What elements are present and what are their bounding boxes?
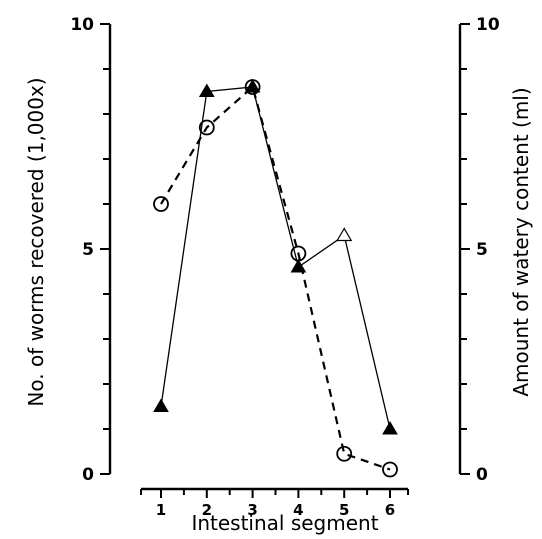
circle-point: [336, 445, 353, 462]
triangle-point: [244, 79, 261, 93]
x-tick-label: 3: [247, 501, 257, 519]
circle-point: [382, 461, 398, 478]
triangle-point: [382, 421, 398, 435]
x-tick-label: 4: [293, 501, 303, 519]
ticks: 0 5 10 0 5 10 1 2 3 4 5 6: [70, 15, 500, 519]
x-tick-label: 2: [202, 501, 212, 519]
x-axis-label: Intestinal segment: [191, 511, 378, 535]
circle-point: [153, 196, 169, 212]
circle-point: [290, 245, 307, 262]
triangle-point: [153, 398, 169, 412]
x-tick-label: 6: [385, 501, 395, 519]
axes: [108, 24, 462, 491]
y2-axis-label: Amount of watery content (ml): [509, 87, 533, 396]
series: [153, 79, 398, 478]
right-tick-label: 0: [476, 465, 488, 485]
triangle-point: [290, 259, 307, 273]
right-tick-label: 5: [476, 240, 488, 260]
circle-point: [198, 119, 215, 136]
y-axis-label: No. of worms recovered (1,000x): [24, 77, 48, 406]
x-tick-label: 1: [156, 501, 166, 519]
series-line-1: [160, 86, 391, 430]
right-tick-label: 10: [476, 15, 500, 35]
left-tick-label: 10: [70, 15, 94, 35]
left-tick-label: 5: [82, 240, 94, 260]
series-line-2: [160, 85, 391, 471]
circle-point: [244, 79, 261, 95]
triangle-point: [198, 83, 215, 97]
x-tick-label: 5: [339, 501, 349, 519]
triangle-point: [336, 227, 353, 242]
left-tick-label: 0: [82, 465, 94, 485]
